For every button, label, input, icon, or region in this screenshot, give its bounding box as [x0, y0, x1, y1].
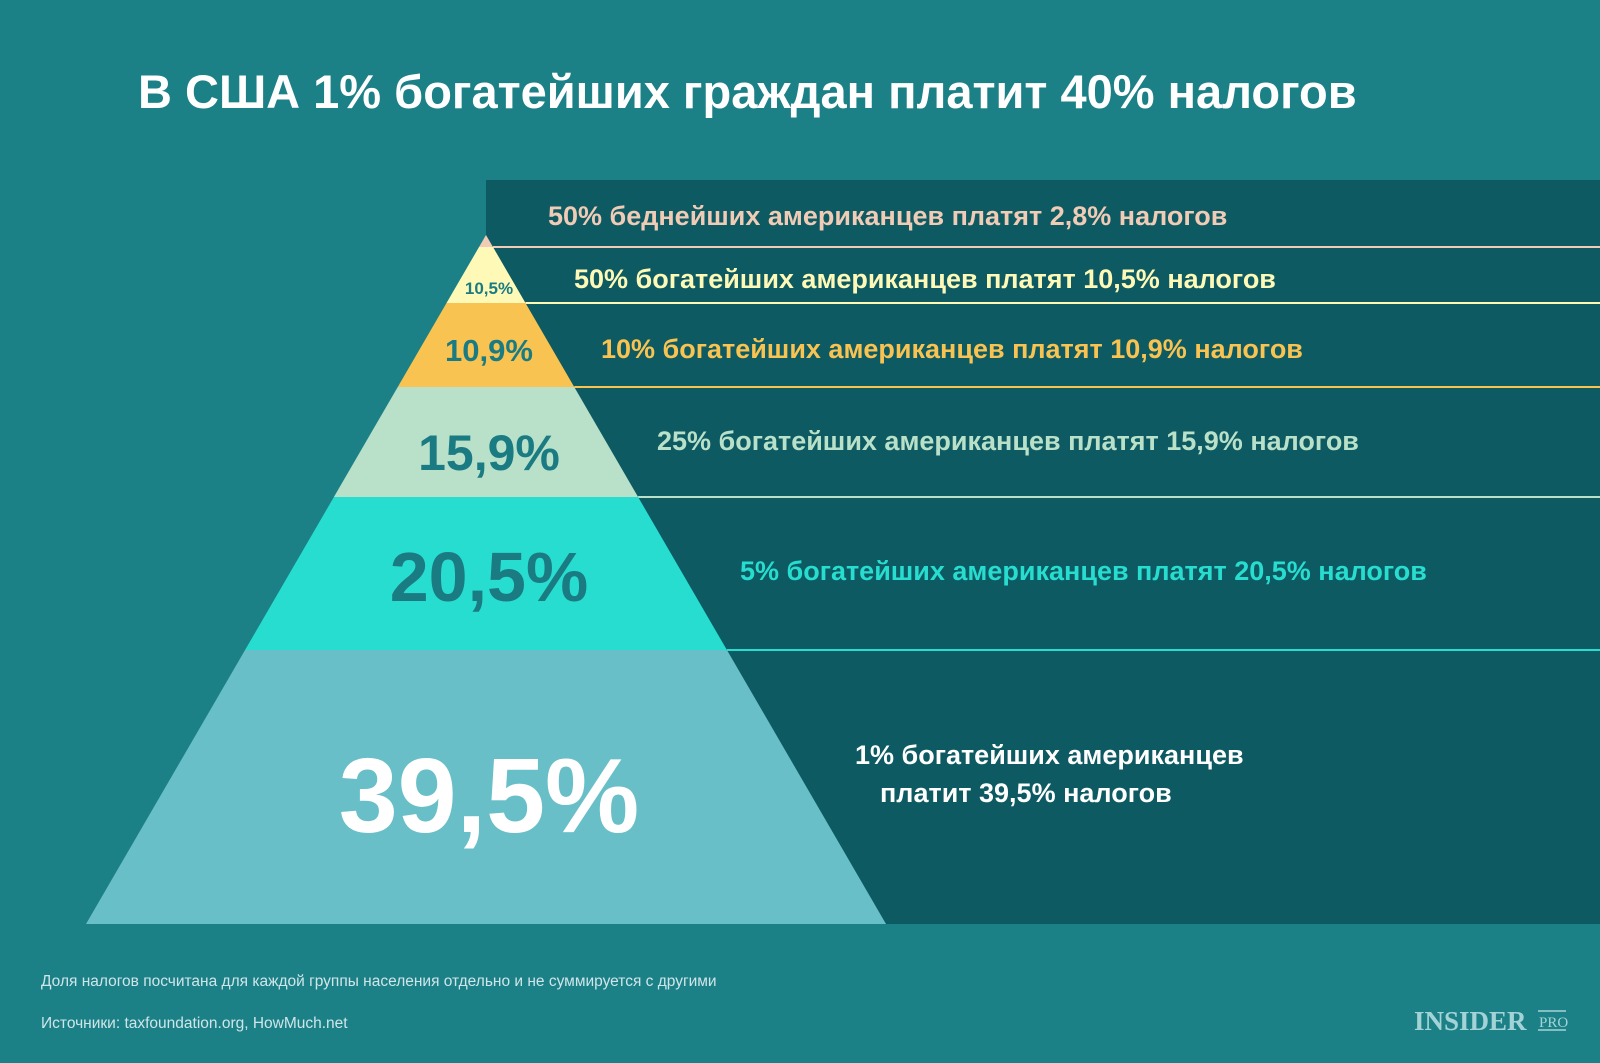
pyramid-label-2: 10,9%: [445, 333, 533, 368]
tier-text-5b: платит 39,5% налогов: [880, 778, 1172, 808]
svg-text:PRO: PRO: [1539, 1015, 1568, 1031]
tier-text-1: 50% богатейших американцев платят 10,5% …: [574, 264, 1276, 294]
pyramid: [86, 235, 1600, 924]
pyramid-tier-2: [397, 303, 575, 387]
chart-title: В США 1% богатейших граждан платит 40% н…: [138, 65, 1357, 118]
insider-pro-logo: INSIDER PRO: [1414, 1006, 1568, 1036]
pyramid-label-5: 39,5%: [339, 737, 640, 855]
pyramid-tier-5: [86, 650, 886, 924]
tier-text-0: 50% беднейших американцев платят 2,8% на…: [548, 201, 1227, 231]
tier-text-2: 10% богатейших американцев платят 10,9% …: [601, 334, 1303, 364]
sources: Источники: taxfoundation.org, HowMuch.ne…: [41, 1015, 348, 1032]
pyramid-label-3: 15,9%: [418, 425, 560, 481]
footnote: Доля налогов посчитана для каждой группы…: [41, 973, 717, 990]
pyramid-tier-1: [446, 247, 526, 303]
pyramid-label-4: 20,5%: [390, 538, 588, 616]
pyramid-tier-4: [245, 497, 727, 650]
pyramid-labels: 10,5% 10,9% 15,9% 20,5% 39,5%: [339, 279, 640, 855]
tier-text-4: 5% богатейших американцев платят 20,5% н…: [740, 556, 1427, 586]
pyramid-tier-3: [333, 387, 639, 497]
pyramid-label-1: 10,5%: [465, 279, 513, 298]
tier-text-3: 25% богатейших американцев платят 15,9% …: [657, 426, 1359, 456]
tier-labels: 50% беднейших американцев платят 2,8% на…: [548, 201, 1427, 808]
pyramid-tier-0: [479, 235, 493, 247]
tier-text-5a: 1% богатейших американцев: [855, 740, 1244, 770]
svg-text:INSIDER: INSIDER: [1414, 1006, 1527, 1036]
